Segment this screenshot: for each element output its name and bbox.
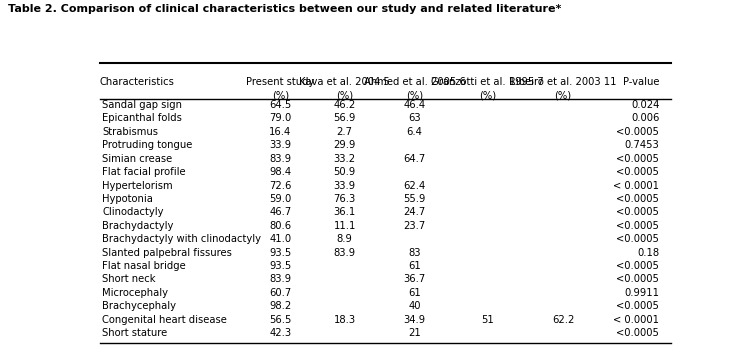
- Text: Kava et al. 2004 5
(%): Kava et al. 2004 5 (%): [299, 77, 390, 100]
- Text: Brachydactyly: Brachydactyly: [102, 221, 174, 231]
- Text: <0.0005: <0.0005: [617, 194, 660, 204]
- Text: Ahmed et al. 2005 6
(%): Ahmed et al. 2005 6 (%): [364, 77, 465, 100]
- Text: Brachycephaly: Brachycephaly: [102, 301, 176, 311]
- Text: 0.18: 0.18: [637, 248, 660, 258]
- Text: 93.5: 93.5: [269, 248, 292, 258]
- Text: 33.9: 33.9: [334, 180, 356, 191]
- Text: < 0.0001: < 0.0001: [614, 315, 660, 325]
- Text: 36.1: 36.1: [333, 207, 356, 217]
- Text: 83: 83: [408, 248, 421, 258]
- Text: 59.0: 59.0: [269, 194, 292, 204]
- Text: 40: 40: [408, 301, 421, 311]
- Text: 62.4: 62.4: [403, 180, 426, 191]
- Text: <0.0005: <0.0005: [617, 207, 660, 217]
- Text: Hypotonia: Hypotonia: [102, 194, 153, 204]
- Text: <0.0005: <0.0005: [617, 127, 660, 137]
- Text: 61: 61: [408, 261, 421, 271]
- Text: Microcephaly: Microcephaly: [102, 288, 168, 298]
- Text: 23.7: 23.7: [403, 221, 426, 231]
- Text: Flat facial profile: Flat facial profile: [102, 167, 186, 177]
- Text: 46.2: 46.2: [333, 100, 356, 110]
- Text: 24.7: 24.7: [403, 207, 426, 217]
- Text: 0.024: 0.024: [631, 100, 660, 110]
- Text: <0.0005: <0.0005: [617, 154, 660, 164]
- Text: 56.9: 56.9: [333, 114, 356, 123]
- Text: 60.7: 60.7: [269, 288, 292, 298]
- Text: 93.5: 93.5: [269, 261, 292, 271]
- Text: 41.0: 41.0: [269, 234, 292, 244]
- Text: 2.7: 2.7: [337, 127, 353, 137]
- Text: 80.6: 80.6: [269, 221, 292, 231]
- Text: 63: 63: [408, 114, 421, 123]
- Text: Short stature: Short stature: [102, 328, 168, 338]
- Text: <0.0005: <0.0005: [617, 234, 660, 244]
- Text: 55.9: 55.9: [403, 194, 426, 204]
- Text: 21: 21: [408, 328, 421, 338]
- Text: Slanted palpebral fissures: Slanted palpebral fissures: [102, 248, 232, 258]
- Text: Hypertelorism: Hypertelorism: [102, 180, 173, 191]
- Text: 42.3: 42.3: [269, 328, 292, 338]
- Text: 34.9: 34.9: [404, 315, 426, 325]
- Text: 36.7: 36.7: [403, 274, 426, 285]
- Text: 83.9: 83.9: [334, 248, 356, 258]
- Text: Congenital heart disease: Congenital heart disease: [102, 315, 227, 325]
- Text: 79.0: 79.0: [269, 114, 292, 123]
- Text: <0.0005: <0.0005: [617, 328, 660, 338]
- Text: 0.006: 0.006: [631, 114, 660, 123]
- Text: <0.0005: <0.0005: [617, 221, 660, 231]
- Text: Protruding tongue: Protruding tongue: [102, 140, 193, 150]
- Text: Strabismus: Strabismus: [102, 127, 158, 137]
- Text: <0.0005: <0.0005: [617, 261, 660, 271]
- Text: 83.9: 83.9: [269, 154, 292, 164]
- Text: 83.9: 83.9: [269, 274, 292, 285]
- Text: <0.0005: <0.0005: [617, 167, 660, 177]
- Text: 16.4: 16.4: [269, 127, 292, 137]
- Text: 0.9911: 0.9911: [624, 288, 660, 298]
- Text: Granzotti et al. 1995 7
(%): Granzotti et al. 1995 7 (%): [431, 77, 544, 100]
- Text: <0.0005: <0.0005: [617, 274, 660, 285]
- Text: 46.4: 46.4: [404, 100, 426, 110]
- Text: Simian crease: Simian crease: [102, 154, 172, 164]
- Text: Flat nasal bridge: Flat nasal bridge: [102, 261, 186, 271]
- Text: 33.9: 33.9: [269, 140, 292, 150]
- Text: Present study
(%): Present study (%): [247, 77, 314, 100]
- Text: 72.6: 72.6: [269, 180, 292, 191]
- Text: 0.7453: 0.7453: [625, 140, 660, 150]
- Text: 64.5: 64.5: [269, 100, 292, 110]
- Text: 33.2: 33.2: [334, 154, 356, 164]
- Text: 51: 51: [481, 315, 494, 325]
- Text: 50.9: 50.9: [333, 167, 356, 177]
- Text: Ribeiro et al. 2003 11
(%): Ribeiro et al. 2003 11 (%): [509, 77, 617, 100]
- Text: 56.5: 56.5: [269, 315, 292, 325]
- Text: Short neck: Short neck: [102, 274, 156, 285]
- Text: 98.2: 98.2: [269, 301, 292, 311]
- Text: Epicanthal folds: Epicanthal folds: [102, 114, 182, 123]
- Text: Clinodactyly: Clinodactyly: [102, 207, 164, 217]
- Text: 98.4: 98.4: [269, 167, 292, 177]
- Text: < 0.0001: < 0.0001: [614, 180, 660, 191]
- Text: Table 2. Comparison of clinical characteristics between our study and related li: Table 2. Comparison of clinical characte…: [8, 4, 561, 14]
- Text: Characteristics: Characteristics: [100, 77, 174, 87]
- Text: 61: 61: [408, 288, 421, 298]
- Text: <0.0005: <0.0005: [617, 301, 660, 311]
- Text: Sandal gap sign: Sandal gap sign: [102, 100, 182, 110]
- Text: 29.9: 29.9: [333, 140, 356, 150]
- Text: Brachydactyly with clinodactyly: Brachydactyly with clinodactyly: [102, 234, 261, 244]
- Text: 8.9: 8.9: [337, 234, 353, 244]
- Text: 62.2: 62.2: [552, 315, 575, 325]
- Text: 18.3: 18.3: [334, 315, 356, 325]
- Text: 46.7: 46.7: [269, 207, 292, 217]
- Text: 6.4: 6.4: [407, 127, 423, 137]
- Text: 64.7: 64.7: [403, 154, 426, 164]
- Text: 11.1: 11.1: [333, 221, 356, 231]
- Text: 76.3: 76.3: [333, 194, 356, 204]
- Text: P-value: P-value: [623, 77, 660, 87]
